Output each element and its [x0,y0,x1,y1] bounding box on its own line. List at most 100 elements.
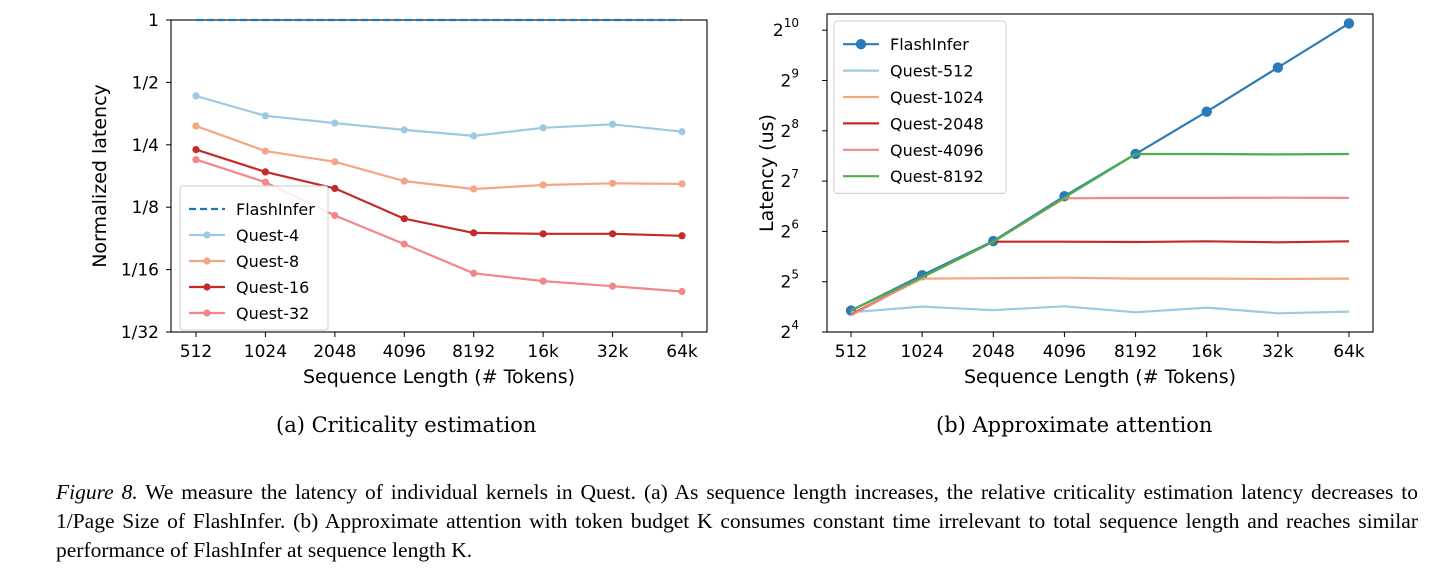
legend-marker-flashinfer [855,39,867,50]
x-tick-label: 1024 [901,342,944,362]
y-axis-label: Normalized latency [89,84,111,268]
data-point-quest-16 [678,232,686,240]
data-point-quest-4 [400,126,408,134]
data-point-quest-32 [192,156,200,164]
data-point-quest-16 [608,230,617,238]
data-point-quest-8 [400,177,408,185]
x-tick-label: 16k [527,342,559,362]
y-axis-label: Latency (us) [756,114,778,232]
subcaption-b: (b) Approximate attention [936,413,1213,437]
subcaption-a: (a) Criticality estimation [276,413,537,437]
x-axis-label: Sequence Length (# Tokens) [303,366,575,388]
data-point-quest-8 [331,158,339,166]
y-tick-label: 24 [781,318,799,343]
data-point-quest-16 [470,229,478,237]
series-line-quest-8192 [850,152,1350,312]
y-tick-label: 1/4 [132,136,159,156]
data-point-quest-8 [608,179,617,187]
x-tick-label: 512 [180,342,212,362]
series-line-quest-1024 [850,276,1350,315]
data-point-quest-8 [539,181,547,189]
data-point-quest-4 [678,128,686,136]
y-tick-label: 1/8 [132,198,159,218]
data-point-quest-16 [261,168,270,176]
legend-label-flashinfer: FlashInfer [236,200,315,219]
x-tick-label: 2048 [972,342,1015,362]
figure-caption-text: We measure the latency of individual ker… [56,480,1418,562]
y-tick-exponent: 4 [791,318,799,332]
series-line-quest-512 [850,305,1350,315]
y-tick-label: 1/32 [121,323,159,343]
data-point-quest-4 [192,92,200,100]
data-point-quest-32 [400,240,408,248]
y-tick-exponent: 9 [791,66,799,80]
x-tick-label: 64k [1333,342,1365,362]
y-tick-label: 26 [781,217,799,242]
y-tick-label: 1 [148,11,159,31]
legend-label-quest-16: Quest-16 [236,278,309,297]
legend-label-flashinfer: FlashInfer [890,35,969,54]
data-point-flashinfer [1201,106,1212,117]
x-tick-label: 64k [666,342,698,362]
data-point-quest-32 [539,277,547,285]
data-point-quest-4 [470,132,478,140]
data-point-quest-32 [608,282,617,290]
x-tick-label: 512 [835,342,867,362]
series-line-quest-8 [195,124,683,191]
y-tick-exponent: 10 [784,16,799,30]
y-tick-label: 210 [773,16,799,41]
y-tick-label: 25 [781,268,799,293]
legend-label-quest-4096: Quest-4096 [890,141,984,160]
x-tick-label: 16k [1191,342,1223,362]
data-point-quest-16 [192,146,200,154]
data-point-quest-32 [470,269,478,277]
figure-caption: Figure 8. We measure the latency of indi… [56,478,1418,565]
legend-label-quest-32: Quest-32 [236,304,309,323]
x-tick-label: 4096 [1043,342,1086,362]
series-line-quest-4096 [850,196,1350,317]
data-point-quest-8 [678,180,686,188]
x-tick-label: 32k [1262,342,1294,362]
y-tick-exponent: 5 [791,268,799,282]
x-axis-label: Sequence Length (# Tokens) [964,366,1236,388]
y-tick-label: 1/2 [132,73,159,93]
legend-label-quest-512: Quest-512 [890,62,974,81]
y-tick-exponent: 8 [791,117,799,131]
data-point-quest-4 [331,119,339,127]
legend-label-quest-8: Quest-8 [236,252,299,271]
legend-label-quest-4: Quest-4 [236,226,299,245]
legend-label-quest-1024: Quest-1024 [890,88,984,107]
data-point-quest-4 [608,120,617,128]
data-point-quest-4 [539,124,547,132]
y-tick-label: 27 [781,167,799,192]
x-tick-label: 1024 [244,342,287,362]
x-tick-label: 4096 [383,342,426,362]
data-point-flashinfer [1343,18,1355,29]
data-point-quest-4 [261,112,270,120]
data-point-quest-32 [261,178,270,186]
data-point-quest-8 [261,147,270,155]
data-point-quest-8 [192,122,200,130]
y-tick-label: 29 [781,66,799,91]
data-point-quest-16 [400,215,408,223]
y-tick-label: 1/16 [121,261,159,281]
data-point-quest-32 [331,211,339,220]
figure-caption-label: Figure 8. [56,480,138,504]
data-point-quest-16 [539,230,547,238]
series-line-quest-16 [195,148,683,237]
legend-box [179,185,329,331]
legend-label-quest-8192: Quest-8192 [890,167,984,186]
legend-label-quest-2048: Quest-2048 [890,114,984,133]
x-tick-label: 8192 [1114,342,1157,362]
legend-marker-quest-8 [203,257,211,265]
legend-marker-quest-4 [203,231,211,239]
data-point-quest-16 [331,184,339,193]
y-tick-label: 28 [781,117,799,142]
y-tick-exponent: 7 [791,167,799,181]
data-point-quest-8 [470,185,478,193]
x-tick-label: 8192 [452,342,495,362]
x-tick-label: 2048 [313,342,356,362]
